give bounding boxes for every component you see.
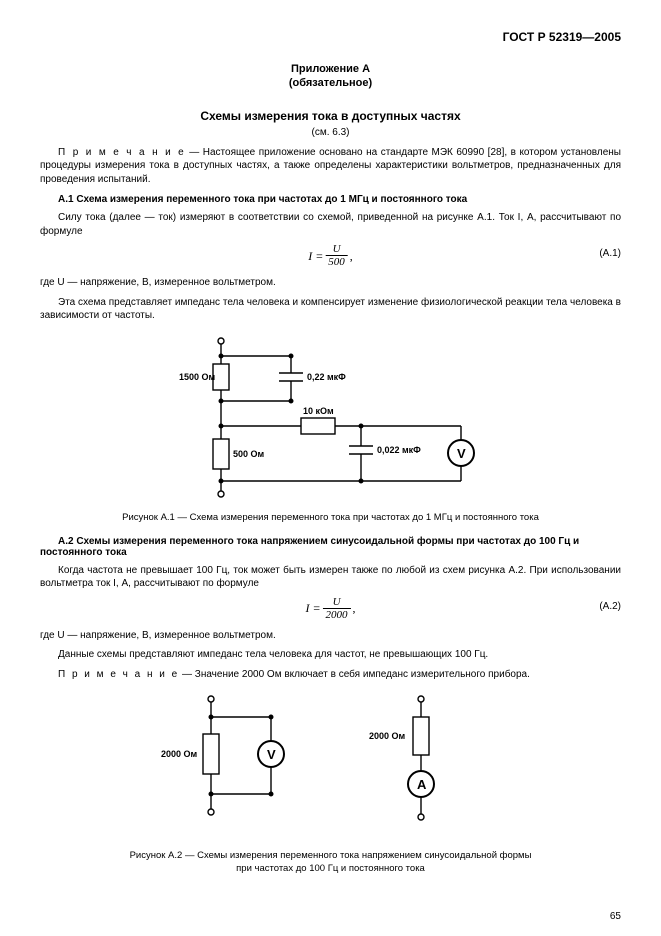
label-10k: 10 кОм [303,406,334,416]
page: ГОСТ Р 52319—2005 Приложение А (обязател… [0,0,661,936]
eq2-frac: U 2000 [323,597,351,621]
fig2-cap-l2: при частотах до 100 Гц и постоянного ток… [236,863,425,874]
figure-a2-svg: 2000 Ом V 2000 Ом A [141,689,521,839]
figure-a1-caption: Рисунок А.1 — Схема измерения переменног… [40,512,621,524]
label-2000-right: 2000 Ом [369,731,406,741]
fig2-cap-l1: Рисунок А.2 — Схемы измерения переменног… [130,850,532,861]
label-c0022: 0,022 мкФ [377,445,421,455]
para-a1-where: где U — напряжение, В, измеренное вольтм… [40,276,621,290]
para-a2-desc: Данные схемы представляют импеданс тела … [40,648,621,662]
para-a1-1: Силу тока (далее — ток) измеряют в соотв… [40,211,621,238]
page-number: 65 [610,911,621,922]
eq1-lhs: I = [308,249,323,264]
eq1-den: 500 [325,256,348,268]
appendix-name: Приложение А [291,63,370,75]
eq1-frac: U 500 [325,244,348,268]
label-c022: 0,22 мкФ [307,372,346,382]
formula-a1: I = U 500 , (А.1) [40,244,621,270]
note2-text: — Значение 2000 Ом включает в себя импед… [179,669,530,680]
heading-a2: А.2 Схемы измерения переменного тока нап… [40,536,621,558]
label-2000-left: 2000 Ом [161,749,198,759]
eq2-punct: , [353,601,356,616]
para-a2-1: Когда частота не превышает 100 Гц, ток м… [40,564,621,591]
eq1-number: (А.1) [599,248,621,259]
eq2-num: U [323,597,351,609]
heading-a1: А.1 Схема измерения переменного тока при… [40,194,621,205]
para-a2-where: где U — напряжение, В, измеренное вольтм… [40,629,621,643]
figure-a2-caption: Рисунок А.2 — Схемы измерения переменног… [40,850,621,875]
figure-a1: 1500 Ом 0,22 мкФ 10 кОм 500 Ом 0,022 мкФ… [40,331,621,506]
label-a-right: A [417,777,427,792]
label-1500: 1500 Ом [179,372,216,382]
eq1-num: U [325,244,348,256]
eq2-den: 2000 [323,609,351,621]
appendix-title: Приложение А (обязательное) [40,62,621,91]
para-a1-desc: Эта схема представляет импеданс тела чел… [40,296,621,323]
eq1-punct: , [350,249,353,264]
figure-a2: 2000 Ом V 2000 Ом A [40,689,621,844]
note-prefix: П р и м е ч а н и е [58,147,186,158]
note-2: П р и м е ч а н и е — Значение 2000 Ом в… [40,668,621,682]
document-header: ГОСТ Р 52319—2005 [40,30,621,44]
section-title: Схемы измерения тока в доступных частях [40,109,621,123]
appendix-type: (обязательное) [289,77,372,89]
figure-a1-svg: 1500 Ом 0,22 мкФ 10 кОм 500 Ом 0,022 мкФ… [151,331,511,501]
label-500: 500 Ом [233,449,265,459]
formula-a2-expr: I = U 2000 , [305,597,355,621]
note2-prefix: П р и м е ч а н и е [58,669,179,680]
eq2-number: (А.2) [599,601,621,612]
see-reference: (см. 6.3) [40,127,621,138]
eq2-lhs: I = [305,601,320,616]
note-1: П р и м е ч а н и е — Настоящее приложен… [40,146,621,187]
label-voltmeter: V [457,446,466,461]
label-v-left: V [267,747,276,762]
formula-a1-expr: I = U 500 , [308,244,353,268]
formula-a2: I = U 2000 , (А.2) [40,597,621,623]
